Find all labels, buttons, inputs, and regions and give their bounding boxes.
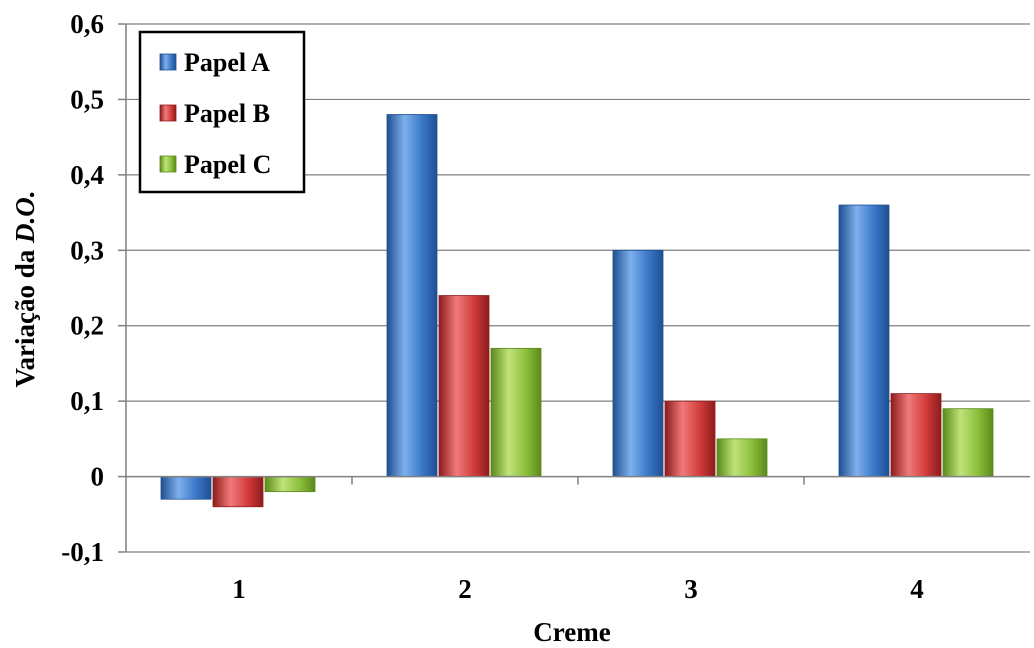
bar-papel-b-creme-2: [438, 295, 490, 477]
bar-papel-b-creme-1: [212, 476, 264, 508]
legend-swatch-papel-b: [159, 104, 177, 122]
legend: Papel A Papel B Papel C: [138, 30, 306, 194]
x-axis-title: Creme: [533, 617, 610, 647]
x-tick-label: 4: [910, 574, 924, 604]
y-tick-labels: -0,1 0 0,1 0,2 0,3 0,4 0,5 0,6: [61, 9, 104, 567]
y-tick-label: -0,1: [61, 537, 104, 567]
legend-label-papel-a: Papel A: [184, 48, 270, 77]
x-tick-label: 3: [684, 574, 698, 604]
bar-papel-a-creme-4: [838, 204, 890, 477]
y-tick-label: 0,4: [70, 160, 104, 190]
bars: [160, 114, 994, 508]
bar-papel-c-creme-4: [942, 408, 994, 477]
legend-swatch-papel-c: [159, 155, 177, 173]
bar-papel-c-creme-1: [264, 476, 316, 493]
bar-papel-c-creme-2: [490, 347, 542, 477]
y-tick-label: 0,6: [70, 9, 104, 39]
bar-papel-a-creme-1: [160, 476, 212, 500]
y-tick-label: 0,2: [70, 311, 104, 341]
bar-papel-a-creme-2: [386, 114, 438, 477]
axes: [118, 23, 1030, 553]
y-tick-label: 0,3: [70, 235, 104, 265]
y-tick-label: 0,5: [70, 84, 104, 114]
legend-label-papel-b: Papel B: [184, 99, 270, 128]
y-tick-label: 0,1: [70, 386, 104, 416]
y-axis-title: Variação da D.O.: [10, 190, 40, 387]
y-axis-title-prefix: Variação da: [10, 243, 40, 388]
bar-papel-c-creme-3: [716, 438, 768, 477]
bar-papel-b-creme-4: [890, 393, 942, 477]
legend-swatch-papel-a: [159, 53, 177, 71]
y-axis-title-italic: D.O.: [10, 190, 40, 244]
y-tick-label: 0: [91, 462, 105, 492]
legend-label-papel-c: Papel C: [184, 150, 271, 179]
x-tick-label: 2: [458, 574, 472, 604]
bar-papel-b-creme-3: [664, 400, 716, 477]
x-tick-label: 1: [232, 574, 246, 604]
bar-papel-a-creme-3: [612, 249, 664, 477]
x-tick-labels: 1 2 3 4: [232, 574, 924, 604]
